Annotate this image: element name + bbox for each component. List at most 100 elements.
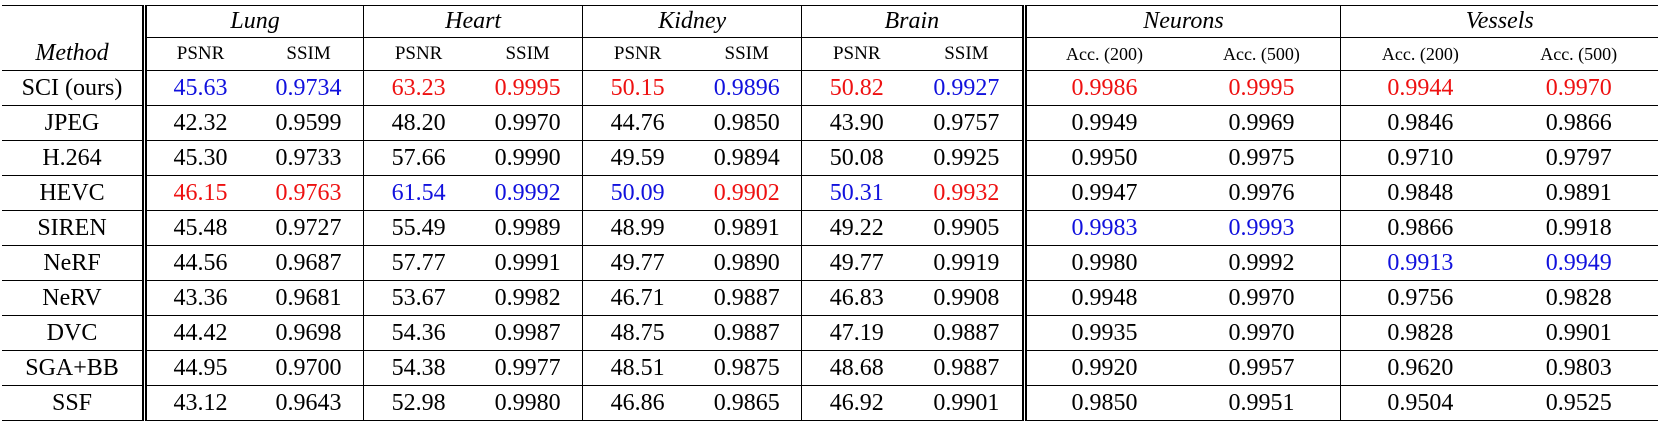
table-row: SCI (ours) 45.63 0.9734 63.23 0.9995 50.15 0.9… [2, 70, 1658, 106]
table-row: SSF 43.12 0.9643 52.98 0.9980 46.86 0.9865 46.9… [2, 385, 1658, 421]
value-cell: 44.42 [144, 315, 255, 351]
value-cell: 0.9866 [1340, 210, 1500, 246]
group-header-neurons: Neurons [1024, 5, 1342, 38]
value-cell: 0.9887 [692, 280, 803, 316]
value-cell: 0.9866 [1499, 105, 1658, 141]
sub-header-heart-ssim: SSIM [473, 37, 584, 71]
value-cell: 0.9887 [911, 350, 1027, 386]
value-cell: 0.9919 [911, 245, 1027, 281]
value-cell: 48.99 [582, 210, 693, 246]
value-cell: 0.9989 [473, 210, 584, 246]
value-cell: 0.9803 [1499, 350, 1658, 386]
value-cell: 0.9887 [692, 315, 803, 351]
value-cell: 0.9970 [1182, 280, 1342, 316]
value-cell: 53.67 [363, 280, 474, 316]
value-cell: 0.9987 [473, 315, 584, 351]
value-cell: 0.9948 [1024, 280, 1183, 316]
value-cell: 0.9927 [911, 70, 1027, 106]
value-cell: 0.9982 [473, 280, 584, 316]
value-cell: 0.9733 [254, 140, 365, 176]
sub-header-heart-psnr: PSNR [394, 43, 443, 64]
value-cell: 0.9599 [254, 105, 365, 141]
value-cell: 0.9977 [473, 350, 584, 386]
value-cell: 50.15 [582, 70, 693, 106]
value-cell: 0.9951 [1182, 385, 1342, 421]
value-cell: 0.9990 [473, 140, 584, 176]
value-cell: 0.9894 [692, 140, 803, 176]
value-cell: 0.9935 [1024, 315, 1183, 351]
value-cell: 0.9700 [254, 350, 365, 386]
value-cell: 48.51 [582, 350, 693, 386]
value-cell: 0.9896 [692, 70, 803, 106]
table-row: DVC 44.42 0.9698 54.36 0.9987 48.75 0.9887 47.1… [2, 315, 1658, 351]
value-cell: 0.9734 [254, 70, 365, 106]
value-cell: 0.9905 [911, 210, 1027, 246]
sub-header-vessels-acc200: Acc. (200) [1381, 43, 1459, 64]
value-cell: 46.83 [801, 280, 912, 316]
value-cell: 50.08 [801, 140, 912, 176]
value-cell: 0.9976 [1182, 175, 1342, 211]
sub-header-kidney-psnr: PSNR [613, 43, 662, 64]
value-cell: 0.9797 [1499, 140, 1658, 176]
value-cell: 50.82 [801, 70, 912, 106]
value-cell: 0.9993 [1182, 210, 1342, 246]
value-cell: 0.9995 [1182, 70, 1342, 106]
value-cell: 54.38 [363, 350, 474, 386]
value-cell: 0.9727 [254, 210, 365, 246]
group-header-brain: Brain [801, 5, 1027, 38]
value-cell: 0.9944 [1340, 70, 1500, 106]
sub-header-neurons-acc500: Acc. (500) [1182, 37, 1342, 71]
value-cell: 44.95 [144, 350, 255, 386]
table-row: NeRV 43.36 0.9681 53.67 0.9982 46.71 0.9887 46.… [2, 280, 1658, 316]
method-cell: H.264 [2, 140, 147, 176]
value-cell: 0.9969 [1182, 105, 1342, 141]
value-cell: 0.9681 [254, 280, 365, 316]
sub-header-vessels-acc500: Acc. (500) [1540, 43, 1618, 64]
value-cell: 0.9925 [911, 140, 1027, 176]
method-cell: DVC [2, 315, 147, 351]
table-row: HEVC 46.15 0.9763 61.54 0.9992 50.09 0.9902 50.… [2, 175, 1658, 211]
value-cell: 0.9991 [473, 245, 584, 281]
value-cell: 0.9957 [1182, 350, 1342, 386]
value-cell: 46.92 [801, 385, 912, 421]
value-cell: 0.9620 [1340, 350, 1500, 386]
value-cell: 0.9949 [1024, 105, 1183, 141]
value-cell: 0.9901 [1499, 315, 1658, 351]
value-cell: 50.31 [801, 175, 912, 211]
value-cell: 42.32 [144, 105, 255, 141]
value-cell: 0.9950 [1024, 140, 1183, 176]
value-cell: 0.9887 [911, 315, 1027, 351]
value-cell: 0.9891 [1499, 175, 1658, 211]
value-cell: 46.86 [582, 385, 693, 421]
table-row: H.264 45.30 0.9733 57.66 0.9990 49.59 0.9894 50… [2, 140, 1658, 176]
value-cell: 0.9504 [1340, 385, 1500, 421]
value-cell: 0.9995 [473, 70, 584, 106]
group-header-kidney: Kidney [582, 5, 803, 38]
value-cell: 0.9890 [692, 245, 803, 281]
value-cell: 0.9756 [1340, 280, 1500, 316]
value-cell: 55.49 [363, 210, 474, 246]
value-cell: 0.9992 [473, 175, 584, 211]
value-cell: 45.30 [144, 140, 255, 176]
value-cell: 0.9975 [1182, 140, 1342, 176]
value-cell: 0.9865 [692, 385, 803, 421]
value-cell: 0.9698 [254, 315, 365, 351]
value-cell: 48.75 [582, 315, 693, 351]
value-cell: 52.98 [363, 385, 474, 421]
value-cell: 0.9850 [692, 105, 803, 141]
value-cell: 63.23 [363, 70, 474, 106]
value-cell: 49.77 [801, 245, 912, 281]
value-cell: 49.59 [582, 140, 693, 176]
sub-header-lung-psnr: PSNR [176, 43, 225, 64]
value-cell: 0.9920 [1024, 350, 1183, 386]
method-cell: SGA+BB [2, 350, 147, 386]
value-cell: 0.9643 [254, 385, 365, 421]
value-cell: 0.9947 [1024, 175, 1183, 211]
sub-header-kidney-ssim: SSIM [692, 37, 803, 71]
value-cell: 0.9828 [1499, 280, 1658, 316]
value-cell: 0.9986 [1024, 70, 1183, 106]
results-table: Method Lung Heart Kidney Brain Neurons V… [2, 5, 1658, 421]
method-cell: NeRV [2, 280, 147, 316]
value-cell: 0.9875 [692, 350, 803, 386]
value-cell: 0.9525 [1499, 385, 1658, 421]
